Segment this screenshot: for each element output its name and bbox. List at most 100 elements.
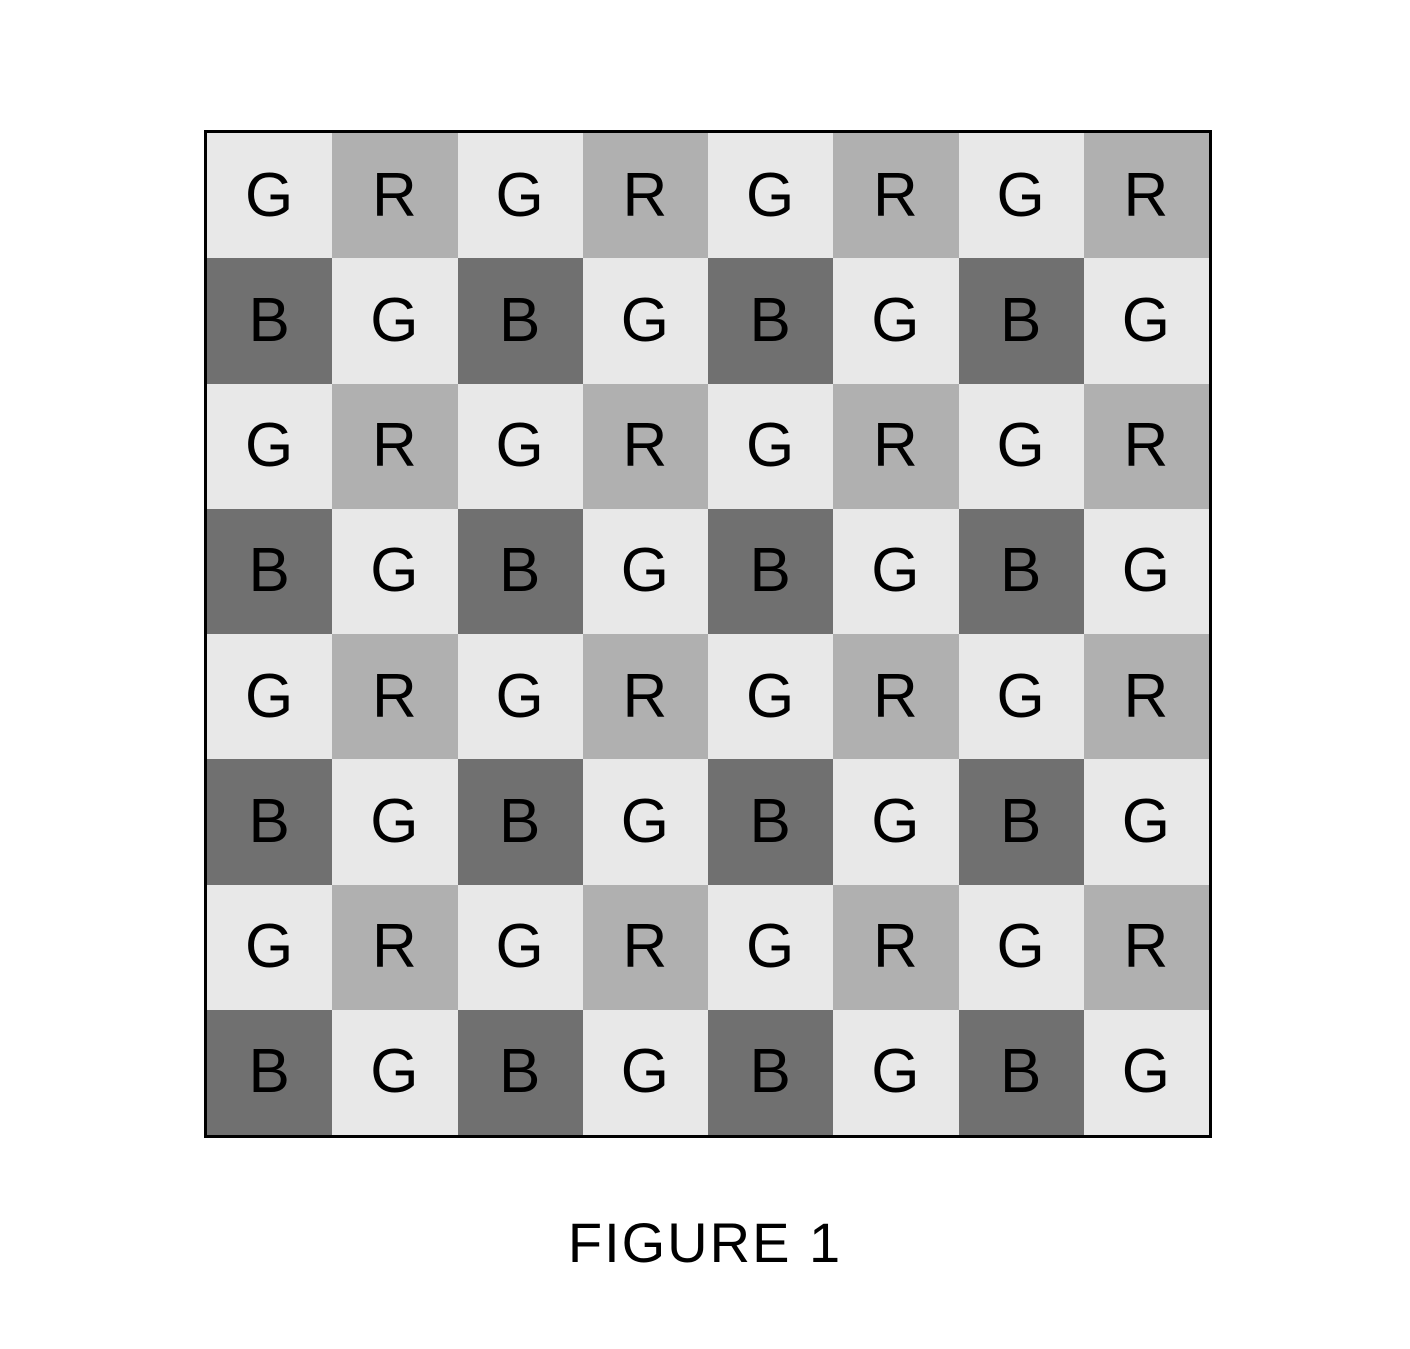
cell-r: R xyxy=(833,885,958,1010)
cell-b: B xyxy=(708,759,833,884)
cell-label: G xyxy=(871,791,920,853)
bayer-grid-wrapper: GRGRGRGRBGBGBGBGGRGRGRGRBGBGBGBGGRGRGRGR… xyxy=(204,130,1212,1138)
cell-label: B xyxy=(749,1041,791,1103)
cell-g: G xyxy=(1084,1010,1209,1135)
cell-r: R xyxy=(833,634,958,759)
cell-label: R xyxy=(372,165,418,227)
cell-label: B xyxy=(248,791,290,853)
cell-label: R xyxy=(873,916,919,978)
figure-caption: FIGURE 1 xyxy=(0,1210,1410,1275)
cell-r: R xyxy=(332,384,457,509)
cell-g: G xyxy=(1084,759,1209,884)
cell-label: G xyxy=(621,290,670,352)
cell-g: G xyxy=(583,509,708,634)
cell-b: B xyxy=(959,509,1084,634)
cell-b: B xyxy=(458,258,583,383)
cell-label: R xyxy=(873,165,919,227)
cell-g: G xyxy=(207,133,332,258)
cell-label: G xyxy=(997,916,1046,978)
cell-label: G xyxy=(997,666,1046,728)
cell-g: G xyxy=(458,384,583,509)
cell-r: R xyxy=(1084,885,1209,1010)
cell-label: R xyxy=(1123,916,1169,978)
cell-label: G xyxy=(1122,1041,1171,1103)
cell-label: G xyxy=(370,1041,419,1103)
cell-label: B xyxy=(499,540,541,602)
cell-g: G xyxy=(959,133,1084,258)
cell-b: B xyxy=(959,1010,1084,1135)
cell-label: G xyxy=(1122,290,1171,352)
cell-label: G xyxy=(871,290,920,352)
cell-g: G xyxy=(207,384,332,509)
cell-label: G xyxy=(871,1041,920,1103)
cell-label: B xyxy=(248,540,290,602)
cell-label: R xyxy=(1123,666,1169,728)
cell-label: R xyxy=(622,666,668,728)
cell-g: G xyxy=(332,759,457,884)
cell-label: R xyxy=(372,415,418,477)
cell-g: G xyxy=(583,258,708,383)
cell-label: G xyxy=(496,165,545,227)
cell-label: G xyxy=(370,540,419,602)
cell-label: B xyxy=(1000,1041,1042,1103)
cell-b: B xyxy=(207,258,332,383)
cell-label: B xyxy=(248,1041,290,1103)
cell-label: G xyxy=(496,666,545,728)
cell-r: R xyxy=(833,133,958,258)
cell-label: G xyxy=(1122,540,1171,602)
cell-b: B xyxy=(959,258,1084,383)
figure-caption-text: FIGURE 1 xyxy=(568,1211,842,1274)
cell-label: R xyxy=(873,666,919,728)
cell-label: G xyxy=(245,165,294,227)
cell-r: R xyxy=(1084,384,1209,509)
cell-g: G xyxy=(708,885,833,1010)
cell-label: G xyxy=(746,916,795,978)
cell-b: B xyxy=(708,1010,833,1135)
cell-g: G xyxy=(708,133,833,258)
cell-g: G xyxy=(833,1010,958,1135)
cell-label: B xyxy=(248,290,290,352)
cell-label: B xyxy=(499,290,541,352)
cell-r: R xyxy=(332,885,457,1010)
cell-g: G xyxy=(332,258,457,383)
cell-b: B xyxy=(207,1010,332,1135)
cell-g: G xyxy=(959,384,1084,509)
cell-g: G xyxy=(458,885,583,1010)
cell-r: R xyxy=(332,634,457,759)
cell-label: G xyxy=(245,415,294,477)
cell-label: B xyxy=(749,540,791,602)
cell-r: R xyxy=(1084,133,1209,258)
cell-r: R xyxy=(583,885,708,1010)
cell-label: B xyxy=(1000,540,1042,602)
cell-label: G xyxy=(1122,791,1171,853)
cell-b: B xyxy=(207,509,332,634)
cell-g: G xyxy=(458,634,583,759)
cell-label: B xyxy=(499,791,541,853)
cell-b: B xyxy=(708,258,833,383)
cell-label: G xyxy=(370,290,419,352)
cell-g: G xyxy=(833,509,958,634)
cell-label: R xyxy=(1123,165,1169,227)
cell-label: G xyxy=(746,165,795,227)
cell-g: G xyxy=(458,133,583,258)
cell-label: R xyxy=(873,415,919,477)
cell-label: B xyxy=(749,290,791,352)
cell-label: R xyxy=(372,666,418,728)
cell-label: G xyxy=(245,666,294,728)
cell-label: G xyxy=(245,916,294,978)
cell-g: G xyxy=(583,1010,708,1135)
cell-label: G xyxy=(496,415,545,477)
cell-label: G xyxy=(746,666,795,728)
cell-r: R xyxy=(332,133,457,258)
cell-r: R xyxy=(583,384,708,509)
cell-label: R xyxy=(622,916,668,978)
cell-b: B xyxy=(959,759,1084,884)
cell-g: G xyxy=(332,509,457,634)
bayer-grid: GRGRGRGRBGBGBGBGGRGRGRGRBGBGBGBGGRGRGRGR… xyxy=(207,133,1209,1135)
cell-label: B xyxy=(1000,290,1042,352)
cell-g: G xyxy=(708,634,833,759)
cell-b: B xyxy=(458,759,583,884)
cell-label: G xyxy=(621,1041,670,1103)
cell-g: G xyxy=(833,759,958,884)
cell-r: R xyxy=(583,133,708,258)
